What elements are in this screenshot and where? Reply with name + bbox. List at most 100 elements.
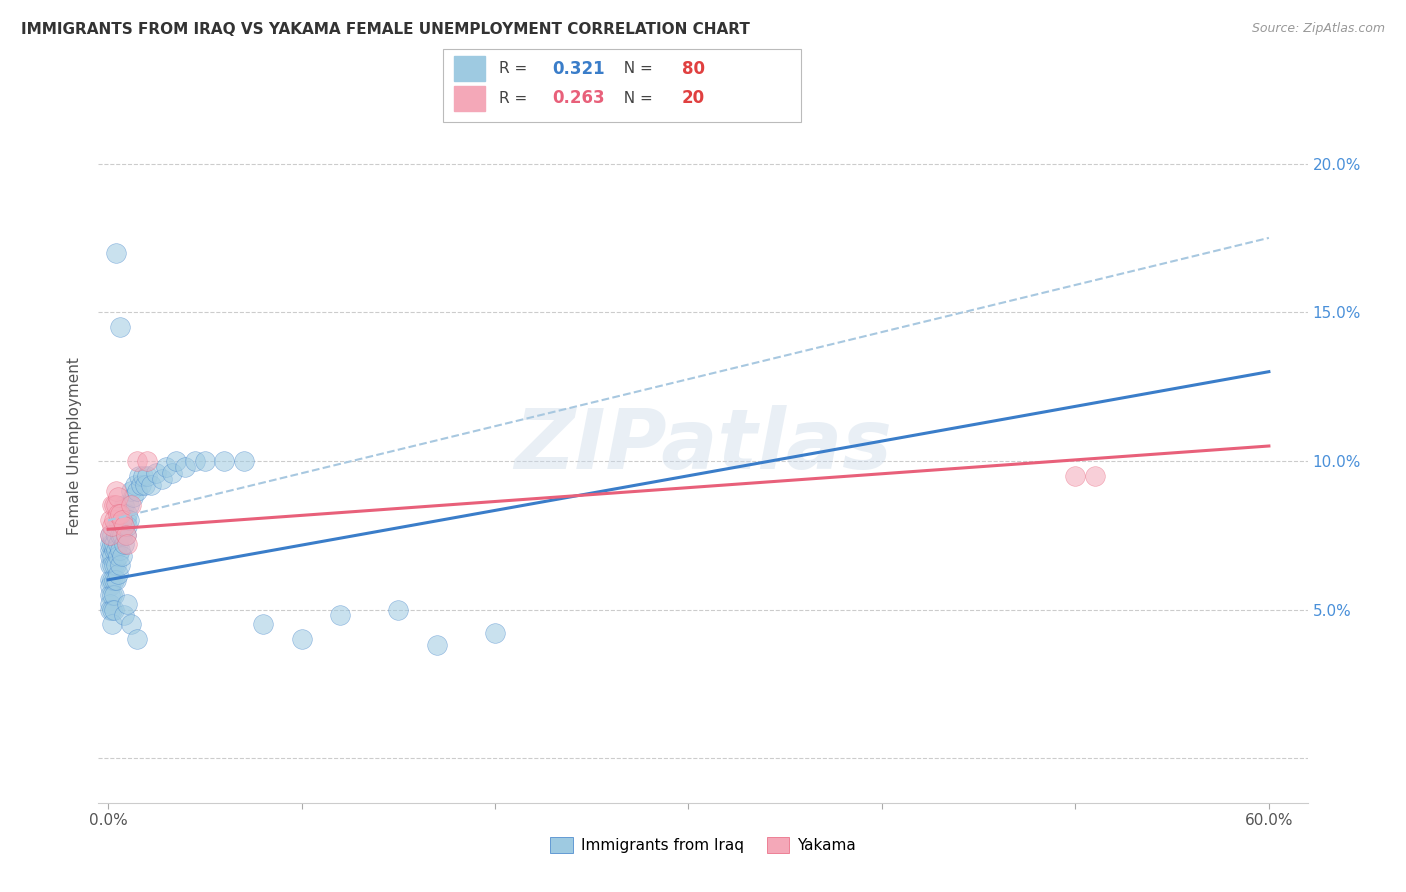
Point bbox=[117, 508, 139, 522]
Point bbox=[145, 466, 167, 480]
Point bbox=[114, 513, 136, 527]
Point bbox=[165, 454, 187, 468]
Point bbox=[107, 508, 129, 522]
Point bbox=[118, 499, 141, 513]
Point bbox=[103, 558, 125, 572]
Point bbox=[114, 528, 136, 542]
Point bbox=[111, 549, 134, 563]
Point bbox=[98, 602, 121, 616]
Point bbox=[160, 466, 183, 480]
Point bbox=[118, 513, 141, 527]
Point bbox=[107, 513, 129, 527]
Point bbox=[101, 588, 124, 602]
Point bbox=[112, 499, 135, 513]
Point bbox=[103, 543, 125, 558]
Point bbox=[107, 549, 129, 563]
Point bbox=[132, 468, 155, 483]
Point bbox=[108, 543, 131, 558]
Point bbox=[329, 608, 352, 623]
Point bbox=[387, 602, 409, 616]
Point bbox=[104, 573, 127, 587]
Legend: Immigrants from Iraq, Yakama: Immigrants from Iraq, Yakama bbox=[544, 831, 862, 859]
Text: N =: N = bbox=[614, 91, 658, 105]
Text: 0.263: 0.263 bbox=[553, 89, 605, 107]
Point bbox=[120, 483, 142, 498]
Point bbox=[103, 588, 125, 602]
Point bbox=[1064, 468, 1087, 483]
Point bbox=[129, 477, 152, 491]
Point bbox=[127, 454, 149, 468]
Text: ZIPatlas: ZIPatlas bbox=[515, 406, 891, 486]
Point bbox=[101, 528, 124, 542]
Point bbox=[107, 566, 129, 581]
Point bbox=[98, 573, 121, 587]
Point bbox=[98, 597, 121, 611]
Point bbox=[103, 573, 125, 587]
Point bbox=[122, 490, 145, 504]
Point bbox=[112, 519, 135, 533]
Point bbox=[98, 528, 121, 542]
Point bbox=[101, 499, 124, 513]
Point bbox=[108, 320, 131, 334]
Point bbox=[174, 459, 197, 474]
Point bbox=[104, 519, 127, 533]
Point bbox=[101, 537, 124, 551]
Point bbox=[107, 490, 129, 504]
Point bbox=[104, 558, 127, 572]
Point bbox=[124, 477, 146, 491]
Text: R =: R = bbox=[499, 62, 533, 76]
Point bbox=[290, 632, 312, 647]
Point bbox=[101, 602, 124, 616]
Point bbox=[104, 483, 127, 498]
Point bbox=[107, 537, 129, 551]
Point bbox=[101, 519, 124, 533]
Point bbox=[98, 579, 121, 593]
Point bbox=[101, 558, 124, 572]
Point bbox=[101, 549, 124, 563]
Point bbox=[103, 537, 125, 551]
Point bbox=[150, 472, 173, 486]
Point bbox=[98, 588, 121, 602]
Point bbox=[104, 499, 127, 513]
Point bbox=[98, 537, 121, 551]
Text: IMMIGRANTS FROM IRAQ VS YAKAMA FEMALE UNEMPLOYMENT CORRELATION CHART: IMMIGRANTS FROM IRAQ VS YAKAMA FEMALE UN… bbox=[21, 22, 749, 37]
Text: N =: N = bbox=[614, 62, 658, 76]
Point bbox=[127, 632, 149, 647]
Point bbox=[98, 549, 121, 563]
Point bbox=[98, 528, 121, 542]
Point bbox=[117, 537, 139, 551]
Point bbox=[108, 508, 131, 522]
Text: 80: 80 bbox=[682, 60, 704, 78]
Point bbox=[103, 499, 125, 513]
Point bbox=[101, 617, 124, 632]
Point bbox=[135, 454, 157, 468]
Point bbox=[232, 454, 254, 468]
Point bbox=[111, 513, 134, 527]
Point bbox=[114, 528, 136, 542]
Point bbox=[117, 519, 139, 533]
Point bbox=[184, 454, 207, 468]
Point bbox=[112, 537, 135, 551]
Point bbox=[120, 617, 142, 632]
Point bbox=[112, 519, 135, 533]
Text: Source: ZipAtlas.com: Source: ZipAtlas.com bbox=[1251, 22, 1385, 36]
Point bbox=[108, 558, 131, 572]
Point bbox=[252, 617, 274, 632]
Point bbox=[139, 477, 162, 491]
Point bbox=[112, 608, 135, 623]
Point bbox=[127, 483, 149, 498]
Point bbox=[117, 597, 139, 611]
Y-axis label: Female Unemployment: Female Unemployment bbox=[67, 357, 83, 535]
Point bbox=[104, 543, 127, 558]
Text: R =: R = bbox=[499, 91, 533, 105]
Point bbox=[135, 468, 157, 483]
Point bbox=[212, 454, 235, 468]
Point bbox=[101, 573, 124, 587]
Point bbox=[104, 245, 127, 260]
Point bbox=[108, 528, 131, 542]
Point bbox=[426, 638, 449, 652]
Point bbox=[1084, 468, 1107, 483]
Point bbox=[194, 454, 217, 468]
Point bbox=[104, 528, 127, 542]
Point bbox=[111, 528, 134, 542]
